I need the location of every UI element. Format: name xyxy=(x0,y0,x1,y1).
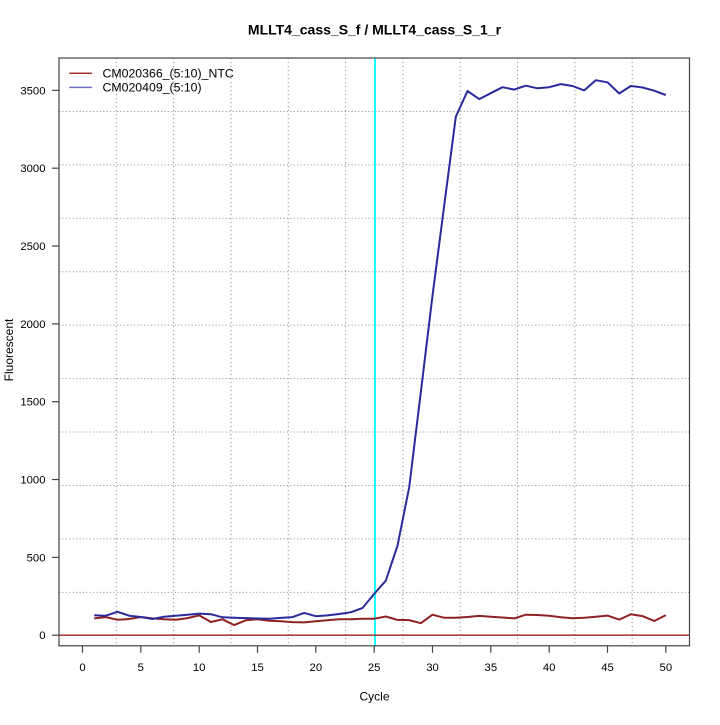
svg-text:20: 20 xyxy=(310,662,323,674)
svg-text:0: 0 xyxy=(79,662,85,674)
svg-text:35: 35 xyxy=(485,662,498,674)
svg-text:MLLT4_cass_S_f / MLLT4_cass_S_: MLLT4_cass_S_f / MLLT4_cass_S_1_r xyxy=(248,22,502,38)
svg-text:3000: 3000 xyxy=(20,163,45,175)
svg-text:CM020409_(5:10): CM020409_(5:10) xyxy=(103,81,202,95)
svg-text:15: 15 xyxy=(251,662,264,674)
svg-text:2500: 2500 xyxy=(20,241,45,253)
svg-text:0: 0 xyxy=(39,630,45,642)
svg-text:30: 30 xyxy=(426,662,439,674)
svg-text:500: 500 xyxy=(27,552,46,564)
svg-text:50: 50 xyxy=(660,662,673,674)
svg-text:1500: 1500 xyxy=(20,397,45,409)
svg-text:5: 5 xyxy=(138,662,144,674)
svg-text:10: 10 xyxy=(193,662,206,674)
svg-text:40: 40 xyxy=(543,662,556,674)
svg-text:2000: 2000 xyxy=(20,319,45,331)
svg-text:CM020366_(5:10)_NTC: CM020366_(5:10)_NTC xyxy=(103,67,234,81)
svg-text:45: 45 xyxy=(601,662,614,674)
svg-text:Cycle: Cycle xyxy=(359,690,389,704)
svg-text:1000: 1000 xyxy=(20,474,45,486)
svg-text:Fluorescent: Fluorescent xyxy=(2,318,16,381)
svg-text:25: 25 xyxy=(368,662,381,674)
svg-text:3500: 3500 xyxy=(20,85,45,97)
